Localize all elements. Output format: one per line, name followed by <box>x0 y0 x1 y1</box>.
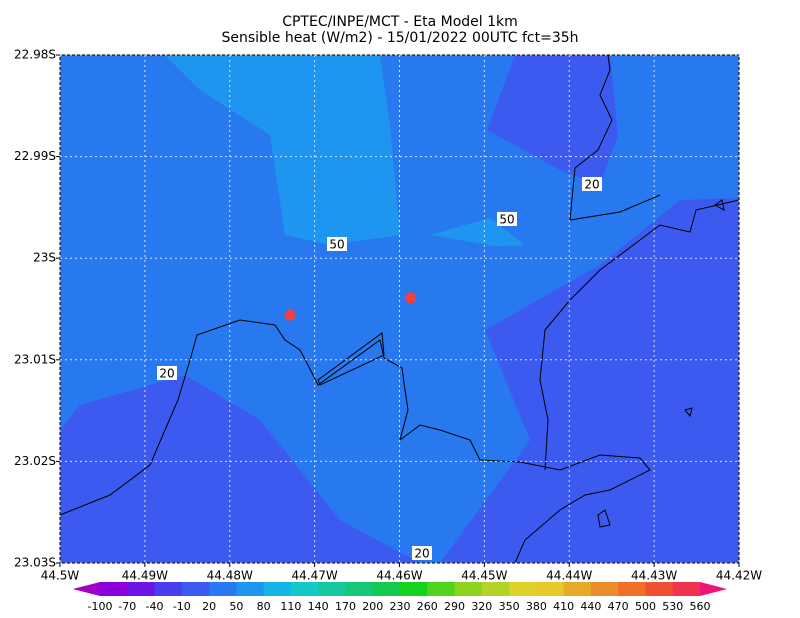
colorbar-label: 470 <box>608 600 629 613</box>
contour-label-bg <box>327 237 347 251</box>
field-region <box>487 55 618 185</box>
colorbar-label: 560 <box>690 600 711 613</box>
y-tick-label: 23.02S <box>14 454 56 468</box>
colorbar-box <box>127 582 156 596</box>
coastline <box>569 54 613 221</box>
colorbar-arrow <box>700 582 728 596</box>
colorbar-label: 290 <box>444 600 465 613</box>
colorbar-box <box>645 582 674 596</box>
colorbar-label: 80 <box>257 600 271 613</box>
colorbar-label: -10 <box>173 600 191 613</box>
colorbar-label: 260 <box>417 600 438 613</box>
colorbar-box <box>563 582 592 596</box>
y-tick-label: 23.03S <box>14 556 56 570</box>
colorbar-box <box>481 582 510 596</box>
contour-label-bg <box>412 546 432 560</box>
colorbar-label: -40 <box>146 600 164 613</box>
colorbar-box <box>400 582 428 596</box>
colorbar-box <box>454 582 483 596</box>
contour-label: 50 <box>329 238 344 252</box>
contour-label-bg <box>497 212 517 226</box>
field-region <box>430 218 525 246</box>
contour-label: 20 <box>584 178 599 192</box>
colorbar-box <box>263 582 292 596</box>
colorbar-label: 50 <box>229 600 243 613</box>
field-region <box>60 375 420 563</box>
colorbar-label: 230 <box>390 600 411 613</box>
colorbar-box <box>345 582 374 596</box>
x-tick-label: 44.43W <box>631 569 677 583</box>
colorbar-label: 380 <box>526 600 547 613</box>
x-tick-label: 44.46W <box>376 569 422 583</box>
field-region <box>440 198 739 563</box>
chart-title: CPTEC/INPE/MCT - Eta Model 1km <box>282 14 518 30</box>
colorbar-label: 200 <box>362 600 383 613</box>
colorbar-box <box>290 582 319 596</box>
colorbar-box <box>209 582 237 596</box>
y-tick-label: 23.01S <box>14 352 56 366</box>
coastline <box>59 319 651 564</box>
colorbar-box <box>100 582 128 596</box>
colorbar-box <box>318 582 346 596</box>
colorbar-label: 110 <box>280 600 301 613</box>
marker-point <box>284 309 296 321</box>
x-tick-label: 44.42W <box>716 569 762 583</box>
colorbar-label: 170 <box>335 600 356 613</box>
contour-label: 20 <box>159 367 174 381</box>
colorbar-label: 140 <box>308 600 329 613</box>
colorbar-box <box>536 582 565 596</box>
colorbar-box <box>372 582 401 596</box>
field-region <box>165 55 400 245</box>
colorbar-label: -100 <box>88 600 113 613</box>
x-tick-label: 44.47W <box>292 569 338 583</box>
colorbar-box <box>509 582 537 596</box>
x-tick-label: 44.44W <box>546 569 592 583</box>
colorbar-arrow <box>72 582 100 596</box>
x-tick-label: 44.5W <box>41 569 80 583</box>
colorbar-label: 20 <box>202 600 216 613</box>
colorbar-label: 320 <box>471 600 492 613</box>
colorbar-box <box>427 582 456 596</box>
coastline <box>317 332 385 386</box>
y-tick-label: 22.99S <box>14 149 56 163</box>
colorbar-label: 500 <box>635 600 656 613</box>
map-area <box>59 54 740 564</box>
x-tick-label: 44.48W <box>207 569 253 583</box>
y-tick-label: 22.98S <box>14 48 56 62</box>
chart-subtitle: Sensible heat (W/m2) - 15/01/2022 00UTC … <box>221 30 578 46</box>
coastline <box>539 199 740 471</box>
contour-label: 50 <box>499 213 514 227</box>
coastline <box>597 199 725 528</box>
colorbar-box <box>236 582 265 596</box>
colorbar-box <box>618 582 646 596</box>
colorbar-box <box>672 582 701 596</box>
y-tick-label: 23S <box>33 251 56 265</box>
colorbar-label: 410 <box>553 600 574 613</box>
contour-label: 20 <box>414 547 429 561</box>
colorbar-label: 440 <box>580 600 601 613</box>
colorbar-box <box>181 582 210 596</box>
contour-label-bg <box>582 177 602 191</box>
colorbar-box <box>154 582 183 596</box>
x-tick-label: 44.45W <box>461 569 507 583</box>
contour-label-bg <box>157 366 177 380</box>
marker-point <box>405 292 417 304</box>
x-tick-label: 44.49W <box>122 569 168 583</box>
colorbar-label: 530 <box>662 600 683 613</box>
colorbar-label: 350 <box>499 600 520 613</box>
colorbar-label: -70 <box>118 600 136 613</box>
coastline <box>569 194 661 221</box>
colorbar-box <box>590 582 619 596</box>
